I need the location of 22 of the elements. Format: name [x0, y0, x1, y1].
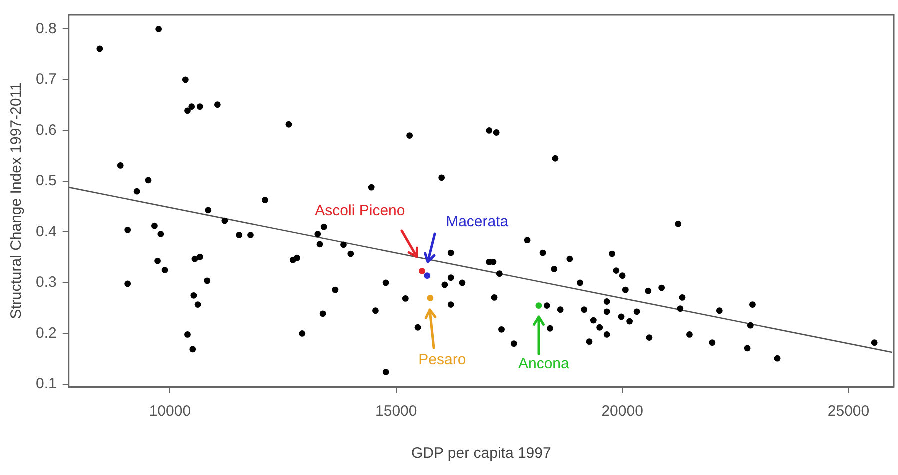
text: Macerata [446, 213, 509, 230]
x-tick-label: 25000 [828, 403, 870, 420]
y-tick-label: 0.7 [36, 71, 57, 88]
y-tick-label: 0.1 [36, 376, 57, 393]
x-axis-title: GDP per capita 1997 [412, 445, 552, 462]
y-tick-label: 0.8 [36, 20, 57, 38]
x-tick-label: 20000 [602, 403, 644, 420]
point [419, 268, 426, 274]
y-tick-label: 0.4 [36, 223, 57, 240]
text: Ancona [518, 355, 570, 372]
y-axis-title: Structural Change Index 1997-2011 [8, 82, 26, 320]
point [427, 294, 434, 302]
x-tick-label: 10000 [149, 403, 192, 420]
text: Ascoli Piceno [315, 202, 406, 220]
x-tick-label: 15000 [376, 403, 418, 420]
y-tick-label: 0.2 [36, 324, 57, 342]
point [536, 302, 542, 309]
y-tick-label: 0.3 [36, 274, 57, 292]
text: Pesaro [418, 352, 466, 369]
y-tick-label: 0.5 [36, 172, 57, 190]
point [424, 272, 431, 280]
y-tick-label: 0.6 [36, 122, 57, 139]
